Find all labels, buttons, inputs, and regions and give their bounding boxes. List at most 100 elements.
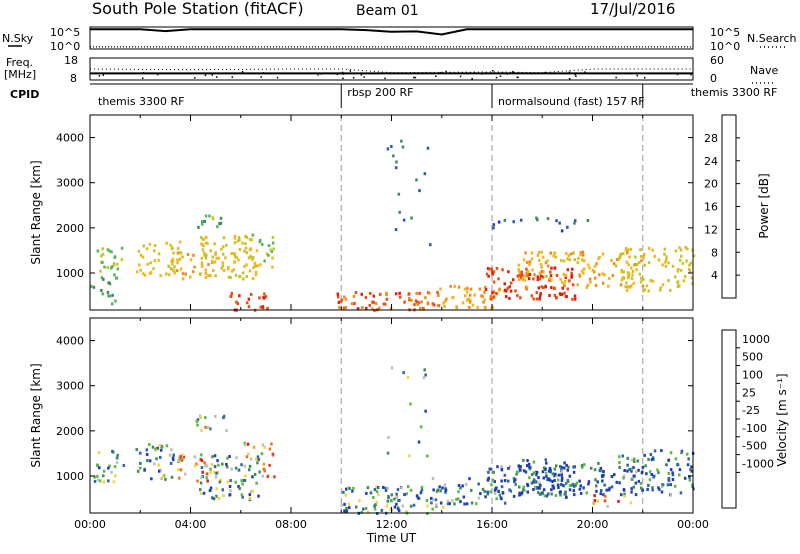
data-cell: [538, 486, 541, 490]
data-cell: [251, 475, 254, 479]
data-cell: [503, 282, 506, 286]
data-cell: [617, 499, 620, 503]
data-cell: [424, 373, 427, 377]
data-cell: [120, 246, 124, 250]
data-cell: [514, 478, 517, 482]
data-cell: [553, 474, 556, 478]
data-cell: [159, 274, 162, 278]
data-cell: [100, 289, 103, 292]
data-cell: [549, 251, 552, 255]
data-cell: [476, 305, 479, 309]
data-cell: [641, 284, 645, 288]
data-cell: [169, 461, 173, 465]
data-cell: [532, 488, 535, 491]
data-cell: [420, 488, 424, 492]
data-cell: [635, 470, 638, 474]
data-cell: [435, 489, 439, 493]
nave-dot: [342, 77, 344, 80]
data-cell: [573, 221, 576, 225]
data-cell: [401, 504, 404, 508]
data-cell: [148, 459, 152, 463]
data-cell: [247, 305, 251, 309]
data-cell: [249, 255, 252, 259]
data-cell: [499, 496, 503, 500]
data-cell: [142, 244, 145, 248]
data-cell: [639, 481, 643, 485]
xtick-label: 20:00: [577, 518, 609, 531]
data-cell: [110, 470, 113, 474]
data-cell: [382, 302, 386, 306]
data-cell: [615, 480, 618, 484]
data-cell: [581, 269, 584, 273]
data-cell: [374, 302, 378, 305]
data-cell: [647, 483, 650, 487]
data-cell: [665, 463, 668, 467]
data-cell: [164, 477, 167, 481]
data-cell: [153, 462, 156, 466]
data-cell: [605, 488, 608, 492]
data-cell: [157, 469, 161, 473]
colorbar-tick-label: 100: [742, 369, 763, 382]
data-cell: [234, 466, 238, 470]
data-cell: [240, 463, 243, 467]
data-cell: [390, 508, 394, 512]
freq-label-line1: Freq.: [6, 56, 33, 69]
data-cell: [653, 254, 656, 258]
data-cell: [556, 478, 560, 482]
data-cell: [529, 466, 532, 470]
colorbar-tick-label: -500: [742, 440, 767, 453]
nave-dot: [336, 73, 339, 75]
data-cell: [630, 467, 633, 471]
data-cell: [527, 277, 531, 281]
nave-tick-bottom-right: 0: [710, 72, 717, 85]
data-cell: [200, 476, 203, 480]
data-cell: [435, 503, 438, 507]
nave-dot: [439, 71, 442, 74]
data-cell: [385, 504, 389, 508]
cpid-segment-label-1: rbsp 200 RF: [347, 86, 413, 99]
data-cell: [243, 249, 246, 253]
data-cell: [519, 276, 523, 280]
data-cell: [498, 493, 502, 497]
data-cell: [196, 423, 199, 427]
data-cell: [683, 476, 687, 480]
data-cell: [589, 280, 592, 284]
data-cell: [466, 290, 469, 294]
data-cell: [142, 272, 145, 276]
data-cell: [222, 236, 226, 240]
data-cell: [258, 470, 261, 474]
data-cell: [676, 285, 680, 289]
data-cell: [203, 251, 206, 255]
data-cell: [578, 479, 581, 483]
data-cell: [342, 306, 346, 310]
data-cell: [636, 459, 640, 463]
data-cell: [661, 483, 665, 487]
data-cell: [599, 492, 602, 496]
data-cell: [633, 460, 636, 463]
data-cell: [497, 277, 500, 281]
nave-dot: [531, 72, 533, 75]
data-cell: [533, 471, 536, 475]
data-cell: [492, 270, 496, 274]
data-cell: [492, 223, 495, 227]
data-cell: [179, 455, 182, 459]
data-cell: [669, 483, 672, 487]
data-cell: [251, 258, 254, 262]
data-cell: [181, 272, 185, 276]
data-cell: [408, 454, 411, 458]
data-cell: [540, 250, 543, 254]
data-cell: [580, 464, 584, 468]
data-cell: [593, 270, 596, 274]
data-cell: [262, 296, 265, 299]
data-cell: [241, 241, 244, 245]
data-cell: [204, 214, 208, 218]
data-cell: [493, 488, 497, 492]
data-cell: [209, 249, 212, 253]
data-cell: [600, 489, 603, 493]
freq-series-group: [89, 68, 693, 80]
data-cell: [116, 262, 119, 266]
data-cell: [631, 458, 634, 462]
data-cell: [361, 306, 364, 309]
data-cell: [559, 277, 562, 281]
data-cell: [113, 465, 117, 469]
